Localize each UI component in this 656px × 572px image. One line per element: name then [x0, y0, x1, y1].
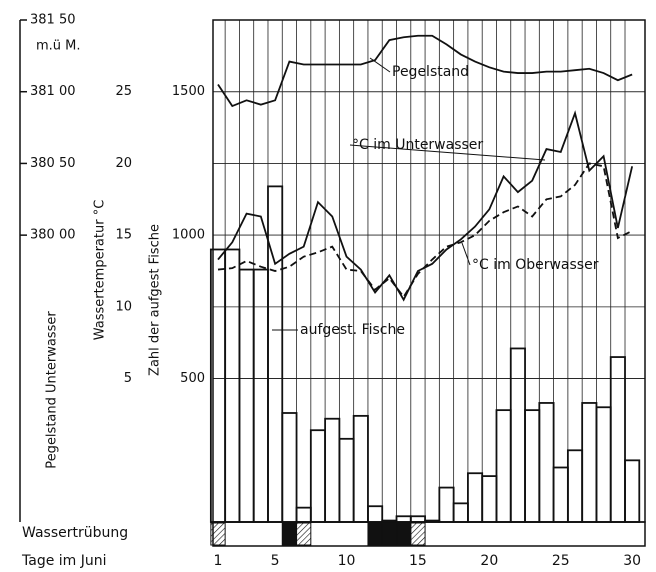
fish-bar: [281, 412, 298, 523]
fish-bar: [624, 459, 641, 523]
fish-bar: [267, 185, 284, 523]
turbidity-mark: [396, 522, 412, 546]
y-axis-label: Zahl der aufgest Fische: [148, 224, 163, 376]
y-tick-label: 500: [180, 371, 205, 386]
y2-tick-label: 5: [124, 371, 132, 386]
y3-tick-label: 381 50: [30, 13, 76, 28]
turbidity-mark: [296, 522, 312, 546]
series-label: aufgest. Fische: [300, 322, 405, 338]
x-tick-label: 10: [338, 553, 356, 569]
series-line: [217, 34, 633, 108]
y2-tick-label: 20: [115, 156, 132, 171]
fish-bar: [381, 519, 398, 523]
series-label: Pegelstand: [392, 64, 469, 80]
y2-tick-label: 15: [115, 228, 132, 243]
x-tick-label: 15: [409, 553, 427, 569]
fish-bar: [424, 519, 441, 523]
series-label: °C im Unterwasser: [352, 137, 483, 153]
y3-tick-label: 380 00: [30, 228, 76, 243]
x-axis-label: Tage im Juni: [21, 553, 107, 569]
y3-unit: m.ü M.: [36, 39, 81, 54]
x-tick-label: 25: [552, 553, 570, 569]
turbidity-mark: [367, 522, 383, 546]
x-tick-label: 20: [480, 553, 498, 569]
y3-tick-label: 381 00: [30, 84, 76, 99]
fish-bar: [409, 515, 426, 523]
y3-axis-label: Pegelstand Unterwasser: [45, 311, 60, 469]
annotation-pointer: [461, 242, 471, 266]
turbidity-mark: [210, 522, 226, 546]
annotation-pointer: [369, 57, 391, 73]
y2-axis-label: Wassertemperatur °C: [93, 200, 108, 341]
y2-tick-label: 10: [115, 299, 132, 314]
y3-tick-label: 380 50: [30, 156, 76, 171]
turbidity-label: Wassertrübung: [22, 525, 128, 541]
fish-bar: [352, 414, 369, 523]
y2-tick-label: 25: [115, 84, 132, 99]
annotation-pointer: [349, 144, 546, 161]
y-tick-label: 1000: [172, 228, 205, 243]
turbidity-mark: [410, 522, 426, 546]
x-tick-label: 5: [271, 553, 280, 569]
series-line: [217, 162, 633, 299]
x-tick-label: 1: [214, 553, 223, 569]
x-tick-label: 30: [623, 553, 641, 569]
fish-bar: [609, 356, 626, 523]
series-label: °C im Oberwasser: [472, 257, 599, 273]
turbidity-mark: [281, 522, 298, 546]
fish-bar: [367, 505, 384, 523]
turbidity-mark: [381, 522, 398, 546]
fish-bar: [538, 402, 555, 523]
y-tick-label: 1500: [172, 84, 205, 99]
